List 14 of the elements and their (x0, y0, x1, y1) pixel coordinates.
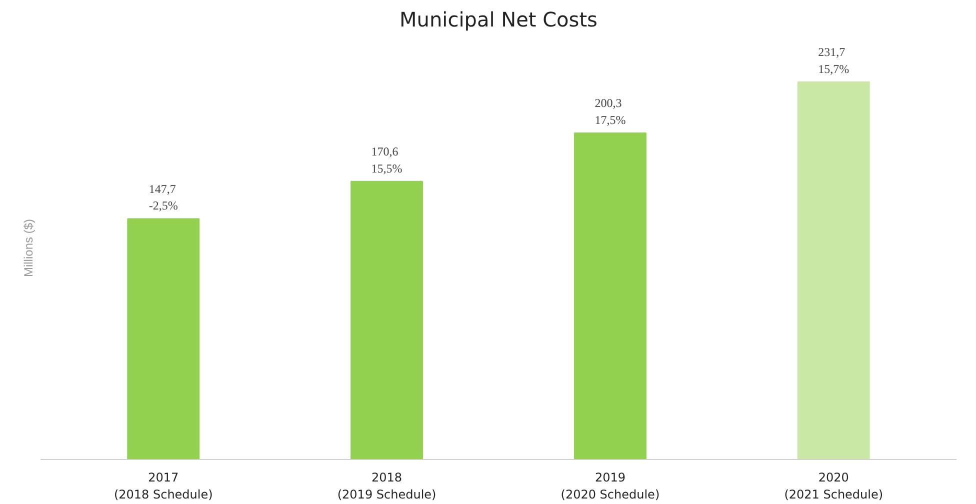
data-label: 200,3 17,5% (594, 96, 626, 128)
data-label: 231,7 15,7% (818, 45, 850, 76)
data-label: 147,7 -2,5% (148, 182, 178, 213)
data-label: 170,6 15,5% (371, 144, 402, 176)
x-tick-label: 2017 (2018 Schedule) (114, 470, 213, 502)
bar (350, 180, 424, 460)
x-tick-label: 2020 (2021 Schedule) (784, 470, 884, 502)
chart-title: Municipal Net Costs (400, 8, 598, 32)
y-axis-title: Millions ($) (22, 218, 36, 278)
x-tick-label: 2019 (2020 Schedule) (560, 470, 660, 502)
bar (574, 132, 646, 460)
x-tick-label: 2018 (2019 Schedule) (337, 470, 436, 502)
bar (797, 81, 870, 460)
bar (127, 218, 200, 460)
